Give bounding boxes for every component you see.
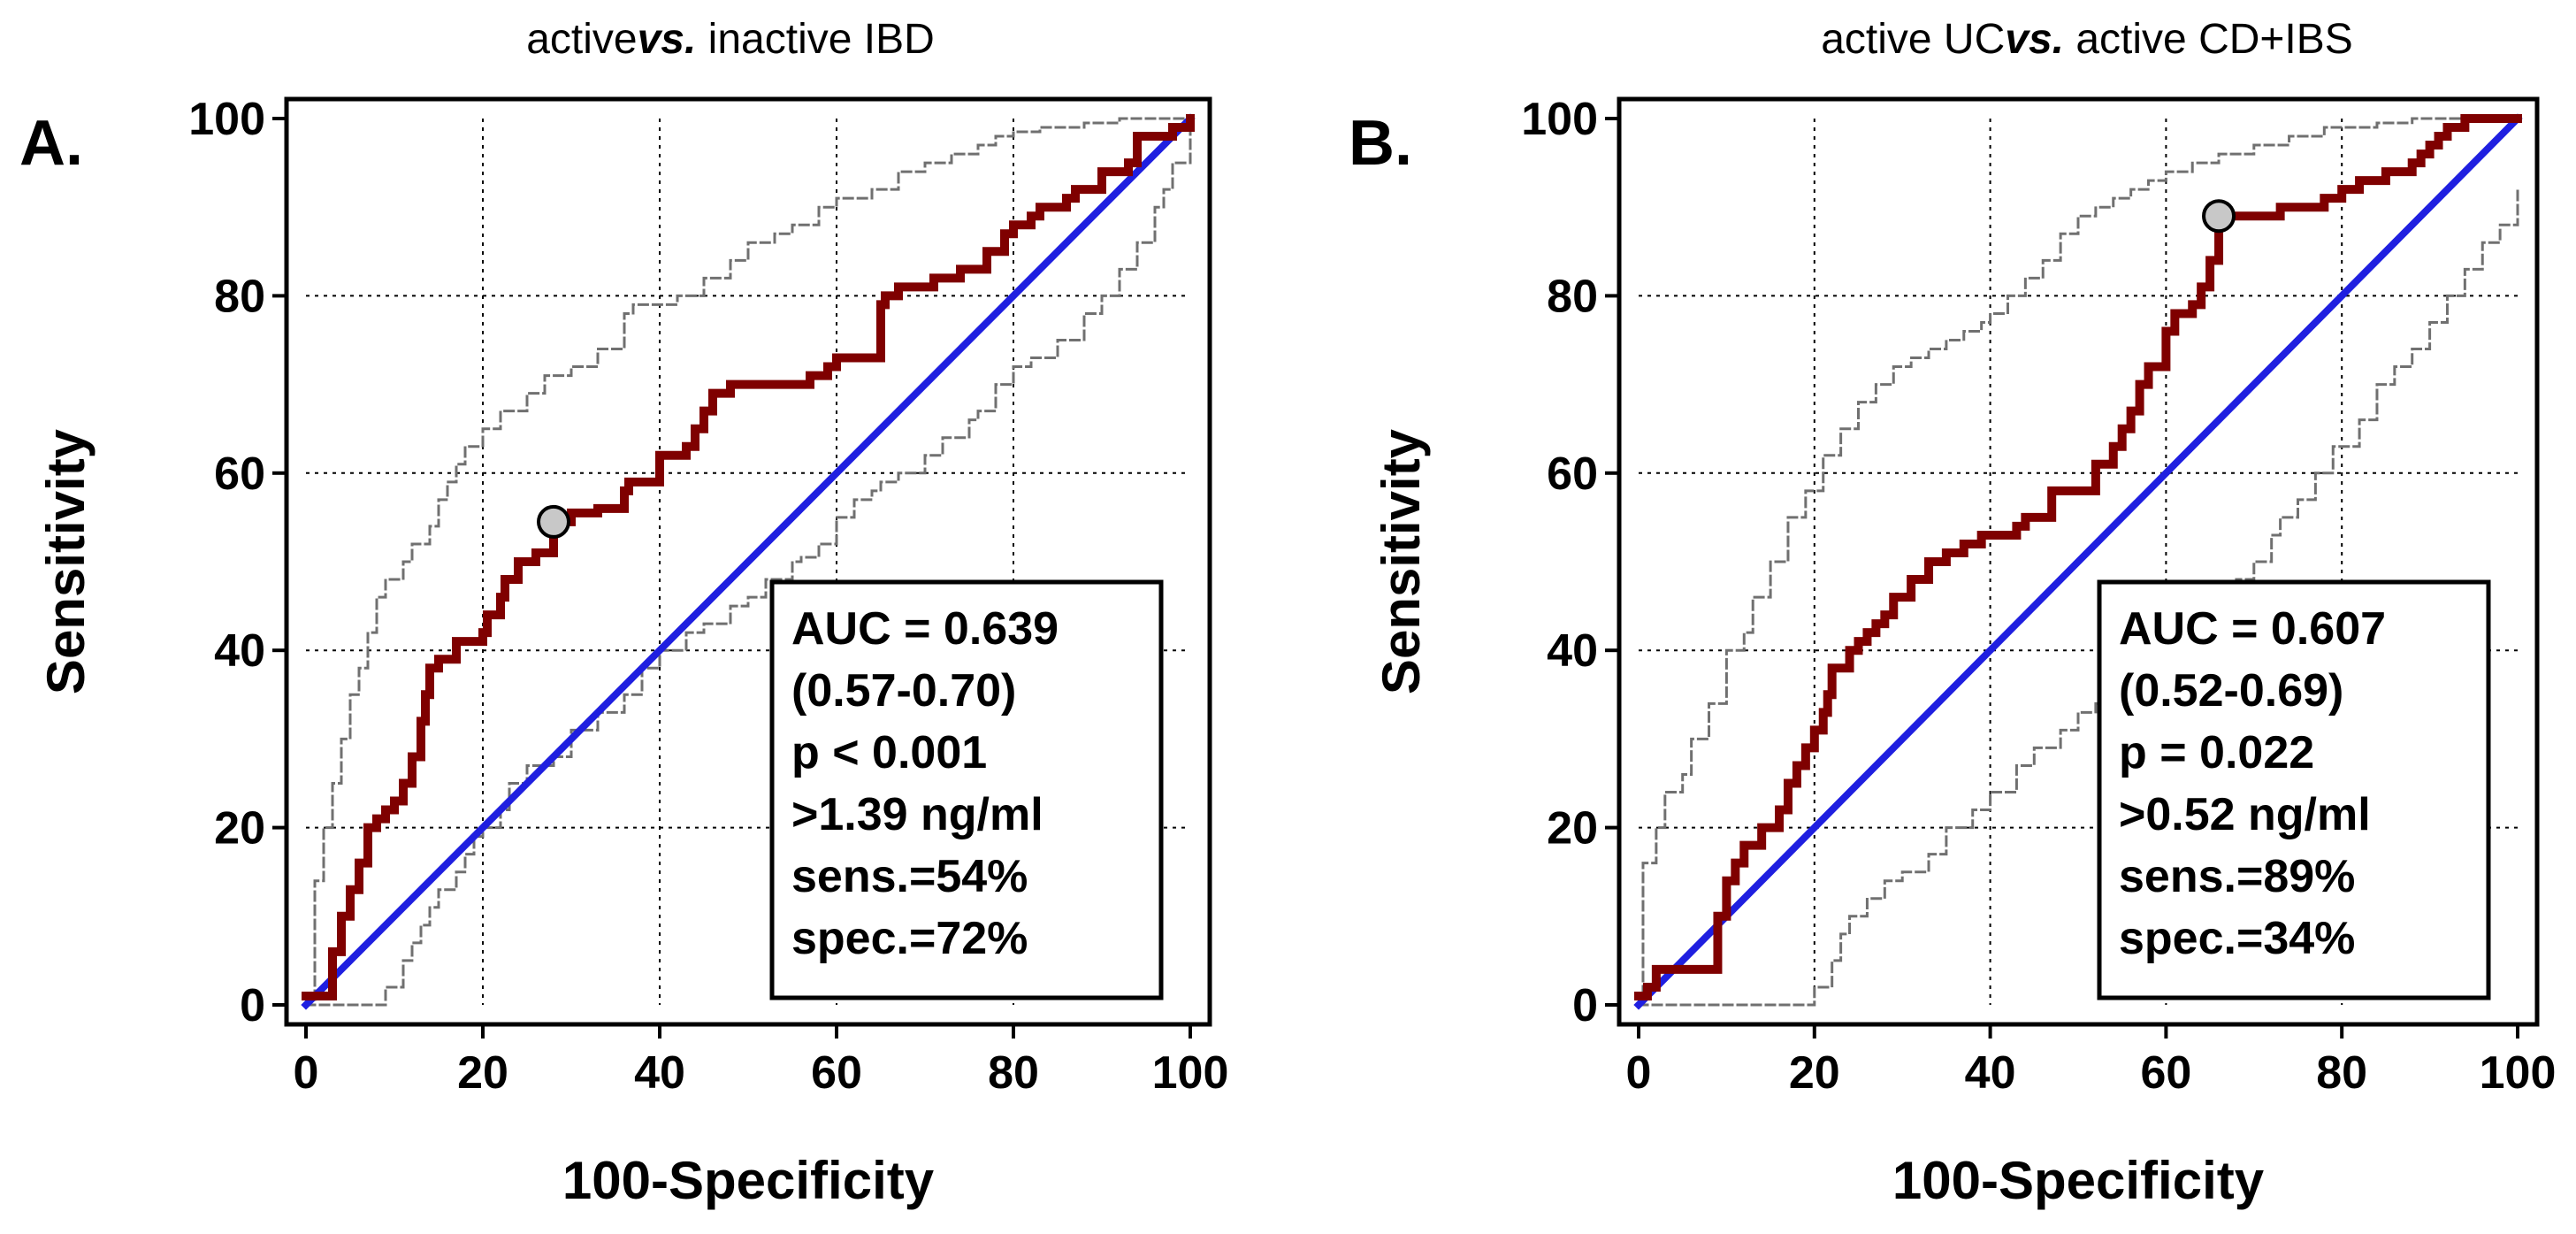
plot-frame [1617,96,2540,1027]
y-tick-label: 20 [214,803,265,855]
stats-line: (0.52-0.69) [2119,665,2343,717]
stats-line: p = 0.022 [2119,727,2314,778]
chart-title-post: inactive IBD [696,16,934,63]
confidence-bound [304,117,1192,1007]
chart-title: active UCvs. active CD+IBS [1821,16,2353,63]
stats-line: spec.=72% [791,913,1028,964]
stats-line: sens.=89% [2119,851,2355,902]
chart-panel-1: A. activevs. inactive IBD 0 20 40 60 80 100 0 20 4… [19,16,1228,1210]
y-tick-label: 100 [1521,94,1598,145]
x-tick-label: 0 [294,1047,319,1099]
panel-letter: A. [19,108,83,179]
roc-curve [1634,114,2522,1000]
reference-diagonal [1633,113,2523,1010]
x-tick-label: 0 [1626,1047,1652,1099]
y-axis-label: Sensitivity [36,428,96,694]
stats-line: >0.52 ng/ml [2119,789,2371,840]
cutoff-point-marker [537,504,570,539]
x-tick-label: 40 [1965,1047,2016,1099]
stats-line: p < 0.001 [791,727,987,778]
x-tick-label: 80 [2316,1047,2367,1099]
stats-line: (0.57-0.70) [791,665,1016,717]
y-tick-label: 80 [1547,271,1598,322]
chart-panel-2: B. active UCvs. active CD+IBS 0 20 40 60 80 100… [1349,16,2556,1210]
x-tick-label: 100 [1152,1047,1229,1099]
chart-title-vs: vs. [638,16,697,63]
x-axis-label: 100-Specificity [562,1151,935,1210]
y-tick-label: 60 [1547,448,1598,500]
reference-diagonal [301,113,1196,1010]
y-tick-label: 80 [214,271,265,322]
roc-curve [302,114,1195,1000]
y-tick-label: 20 [1547,803,1598,855]
confidence-bound [1637,117,2519,1007]
chart-title-pre: active UC [1821,16,2005,63]
y-tick-label: 0 [240,980,265,1031]
stats-line: >1.39 ng/ml [791,789,1043,840]
x-axis-label: 100-Specificity [1892,1151,2265,1210]
stats-line: AUC = 0.639 [791,603,1059,655]
y-tick-label: 40 [1547,625,1598,677]
stats-box [2097,579,2491,1000]
y-tick-label: 60 [214,448,265,500]
y-tick-label: 100 [188,94,265,145]
x-tick-label: 60 [2140,1047,2191,1099]
stats-box [769,579,1164,1000]
x-tick-label: 20 [1789,1047,1840,1099]
panel-letter: B. [1349,108,1412,179]
x-tick-label: 100 [2480,1047,2557,1099]
chart-title-post: active CD+IBS [2064,16,2353,63]
chart-title-pre: active [526,16,637,63]
confidence-bound [304,117,1192,1007]
cutoff-point-marker [2202,199,2236,234]
x-tick-label: 40 [634,1047,685,1099]
x-tick-label: 80 [988,1047,1039,1099]
stats-line: sens.=54% [791,851,1028,902]
chart-title-vs: vs. [2005,16,2064,63]
y-tick-label: 40 [214,625,265,677]
x-tick-label: 20 [457,1047,508,1099]
y-tick-label: 0 [1572,980,1598,1031]
plot-frame [284,96,1212,1027]
chart-title: activevs. inactive IBD [526,16,935,63]
stats-line: spec.=34% [2119,913,2355,964]
y-axis-label: Sensitivity [1372,428,1431,694]
stats-line: AUC = 0.607 [2119,603,2386,655]
x-tick-label: 60 [811,1047,862,1099]
